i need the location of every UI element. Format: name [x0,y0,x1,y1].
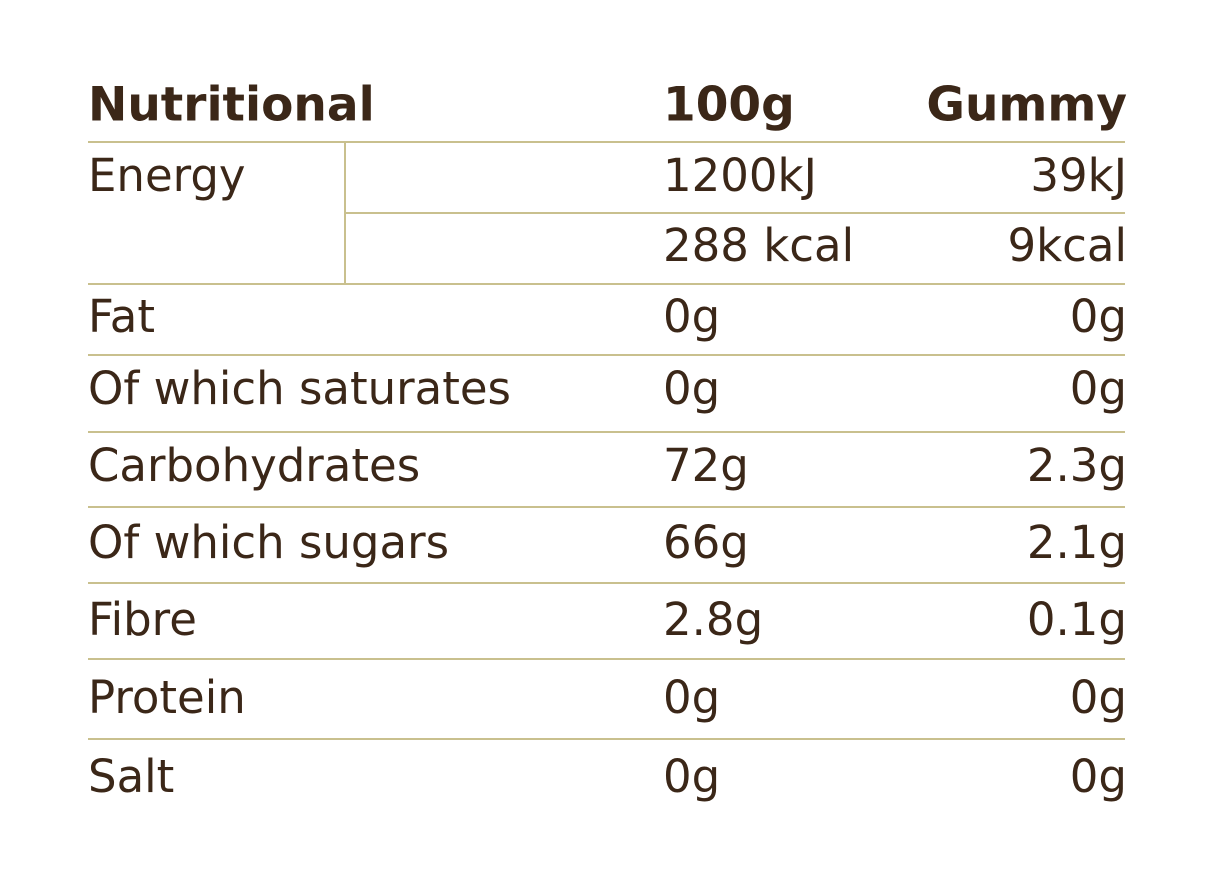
cell-value: 0g [1070,750,1127,803]
row-label: Of which saturates [88,362,511,415]
cell-value: 0g [1070,671,1127,724]
header-cell: 100g [663,78,795,133]
row-label: Energy [88,149,246,202]
cell-value: 39kJ [1030,149,1127,202]
cell-value: 2.1g [1027,516,1127,569]
cell-value: 0g [663,671,720,724]
cell-value: 0g [663,750,720,803]
cell-value: 72g [663,439,749,492]
row-label: Fibre [88,593,197,646]
row-label: Fat [88,290,155,343]
row-label: Of which sugars [88,516,449,569]
cell-value: 0g [1070,362,1127,415]
cell-value: 0.1g [1027,593,1127,646]
cell-value: 0g [1070,290,1127,343]
header-cell: Gummy [926,78,1127,133]
header-cell: Nutritional [88,78,375,133]
cell-value: 0g [663,290,720,343]
cell-value: 9kcal [1007,219,1127,272]
cell-value: 1200kJ [663,149,817,202]
cell-value: 2.8g [663,593,763,646]
cell-value: 0g [663,362,720,415]
cell-value: 288 kcal [663,219,854,272]
cell-value: 2.3g [1027,439,1127,492]
row-label: Carbohydrates [88,439,420,492]
row-label: Salt [88,750,174,803]
cell-value: 66g [663,516,749,569]
row-label: Protein [88,671,246,724]
